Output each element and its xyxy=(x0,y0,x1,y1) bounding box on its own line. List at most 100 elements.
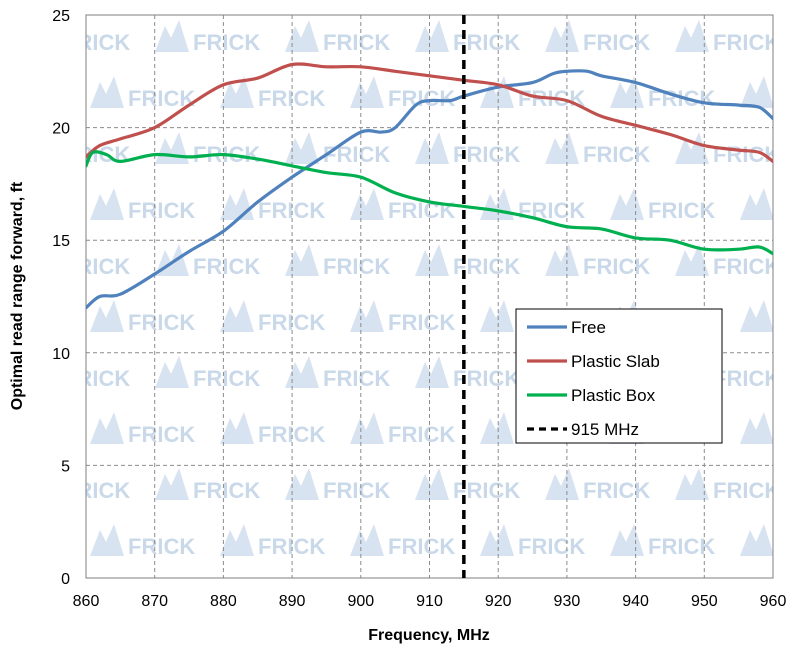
watermark-logo-icon xyxy=(545,244,579,276)
watermark-logo-icon xyxy=(155,356,189,388)
watermark-tile: FRICK xyxy=(415,244,520,279)
watermark-tile: FRICK xyxy=(285,132,390,167)
watermark-tile: FRICK xyxy=(350,300,455,335)
y-axis-title: Optimal read range forward, ft xyxy=(9,181,26,410)
watermark-text: FRICK xyxy=(713,30,780,55)
watermark-logo-icon xyxy=(740,412,773,444)
watermark-tile: FRICK xyxy=(545,20,650,55)
watermark-text: FRICK xyxy=(388,310,455,335)
y-tick-label: 15 xyxy=(52,233,70,250)
watermark-tile: FRICK xyxy=(740,524,773,556)
watermark-logo-icon xyxy=(480,524,514,556)
watermark-logo-icon xyxy=(675,132,709,164)
watermark-text: FRICK xyxy=(583,142,650,167)
watermark-tile: FRICK xyxy=(480,76,585,111)
y-tick-label: 0 xyxy=(61,571,70,588)
watermark-tile: FRICK xyxy=(350,524,455,559)
watermark-tile: FRICK xyxy=(350,188,455,223)
watermark-tile: FRICK xyxy=(545,468,650,503)
watermark-tile: FRICK xyxy=(740,412,773,444)
x-tick-label: 940 xyxy=(622,593,649,610)
x-tick-label: 950 xyxy=(691,593,718,610)
watermark-logo-icon xyxy=(740,300,773,332)
watermark-logo-icon xyxy=(675,244,709,276)
watermark-text: FRICK xyxy=(518,534,585,559)
legend-label-free: Free xyxy=(571,318,606,337)
watermark-text: FRICK xyxy=(713,254,780,279)
watermark-logo-icon xyxy=(285,468,319,500)
legend-label-plastic-slab: Plastic Slab xyxy=(571,352,660,371)
series-line-plastic-slab xyxy=(86,62,773,163)
watermark-logo-icon xyxy=(675,468,709,500)
grid xyxy=(86,15,773,578)
x-tick-label: 890 xyxy=(279,593,306,610)
watermark-text: FRICK xyxy=(388,422,455,447)
watermark-tile: FRICK xyxy=(350,412,455,447)
watermark-logo-icon xyxy=(90,76,124,108)
x-tick-label: 900 xyxy=(347,593,374,610)
watermark-logo-icon xyxy=(350,76,384,108)
watermark-text: FRICK xyxy=(518,198,585,223)
watermark-tile: FRICK xyxy=(740,300,792,335)
watermark-text: FRICK xyxy=(193,478,260,503)
watermark-text: FRICK xyxy=(323,142,390,167)
watermark-tile: FRICK xyxy=(285,356,390,391)
series-line-plastic-box xyxy=(86,150,773,256)
y-tick-label: 5 xyxy=(61,458,70,475)
x-tick-labels: 860 870 880 890 900 910 920 930 940 950 960 xyxy=(73,593,787,610)
watermark-tile: FRICK xyxy=(285,20,390,55)
watermark-logo-icon xyxy=(220,524,254,556)
watermark-tile: FRICK xyxy=(86,366,130,391)
watermark-tile: FRICK xyxy=(285,468,390,503)
watermark-text: FRICK xyxy=(583,254,650,279)
watermark-logo-icon xyxy=(350,188,384,220)
watermark-logo-icon xyxy=(350,412,384,444)
watermark-text: FRICK xyxy=(193,30,260,55)
watermark-text: FRICK xyxy=(583,478,650,503)
watermark-logo-icon xyxy=(740,188,773,220)
watermark-logo-icon xyxy=(285,20,319,52)
watermark-tile: FRICK xyxy=(415,20,520,55)
watermark-tile: FRICK xyxy=(545,132,650,167)
watermark-text: FRICK xyxy=(648,198,715,223)
watermark-logo-icon xyxy=(220,76,254,108)
watermark-text: FRICK xyxy=(128,198,195,223)
watermark-tile: FRICK xyxy=(740,188,773,220)
watermark-tile: FRICK xyxy=(90,300,195,335)
watermark-logo-icon xyxy=(740,524,773,556)
watermark-logo-icon xyxy=(675,20,709,52)
watermark-logo-icon xyxy=(415,20,449,52)
watermark-logo-icon xyxy=(25,468,59,500)
watermark-tile: FRICK xyxy=(545,244,650,279)
watermark-logo-icon xyxy=(220,188,254,220)
watermark-logo-icon xyxy=(545,20,579,52)
watermark-tile: FRICK xyxy=(220,188,325,223)
watermark-tile: FRICK xyxy=(86,254,130,279)
watermark-logo-icon xyxy=(545,468,579,500)
watermark-text: FRICK xyxy=(323,366,390,391)
watermark-logo-icon xyxy=(350,300,384,332)
watermark-text: FRICK xyxy=(323,478,390,503)
watermark-logo-icon xyxy=(220,300,254,332)
watermark-text: FRICK xyxy=(388,86,455,111)
watermark-logo-icon xyxy=(350,524,384,556)
watermark-text: FRICK xyxy=(63,30,130,55)
legend: Free Plastic Slab Plastic Box 915 MHz xyxy=(515,308,723,444)
legend-label-915-mhz: 915 MHz xyxy=(571,420,639,439)
x-tick-label: 870 xyxy=(141,593,168,610)
watermark-logo-icon xyxy=(90,188,124,220)
watermark-text: FRICK xyxy=(63,478,130,503)
watermark-tile: FRICK xyxy=(675,244,780,279)
watermark-tile: FRICK xyxy=(285,244,390,279)
watermark-tile: FRICK xyxy=(155,356,260,391)
watermark-text: FRICK xyxy=(778,86,792,111)
watermark-logo-icon xyxy=(90,524,124,556)
watermark-logo-icon xyxy=(285,244,319,276)
watermark-tile: FRICK xyxy=(90,188,195,223)
watermark-tile: FRICK xyxy=(90,524,195,559)
watermark-text: FRICK xyxy=(778,310,792,335)
watermark-logo-icon xyxy=(90,300,124,332)
watermark-logo-icon xyxy=(155,468,189,500)
watermark-tile: FRICK xyxy=(90,76,195,111)
watermark-tile: FRICK xyxy=(155,580,260,615)
